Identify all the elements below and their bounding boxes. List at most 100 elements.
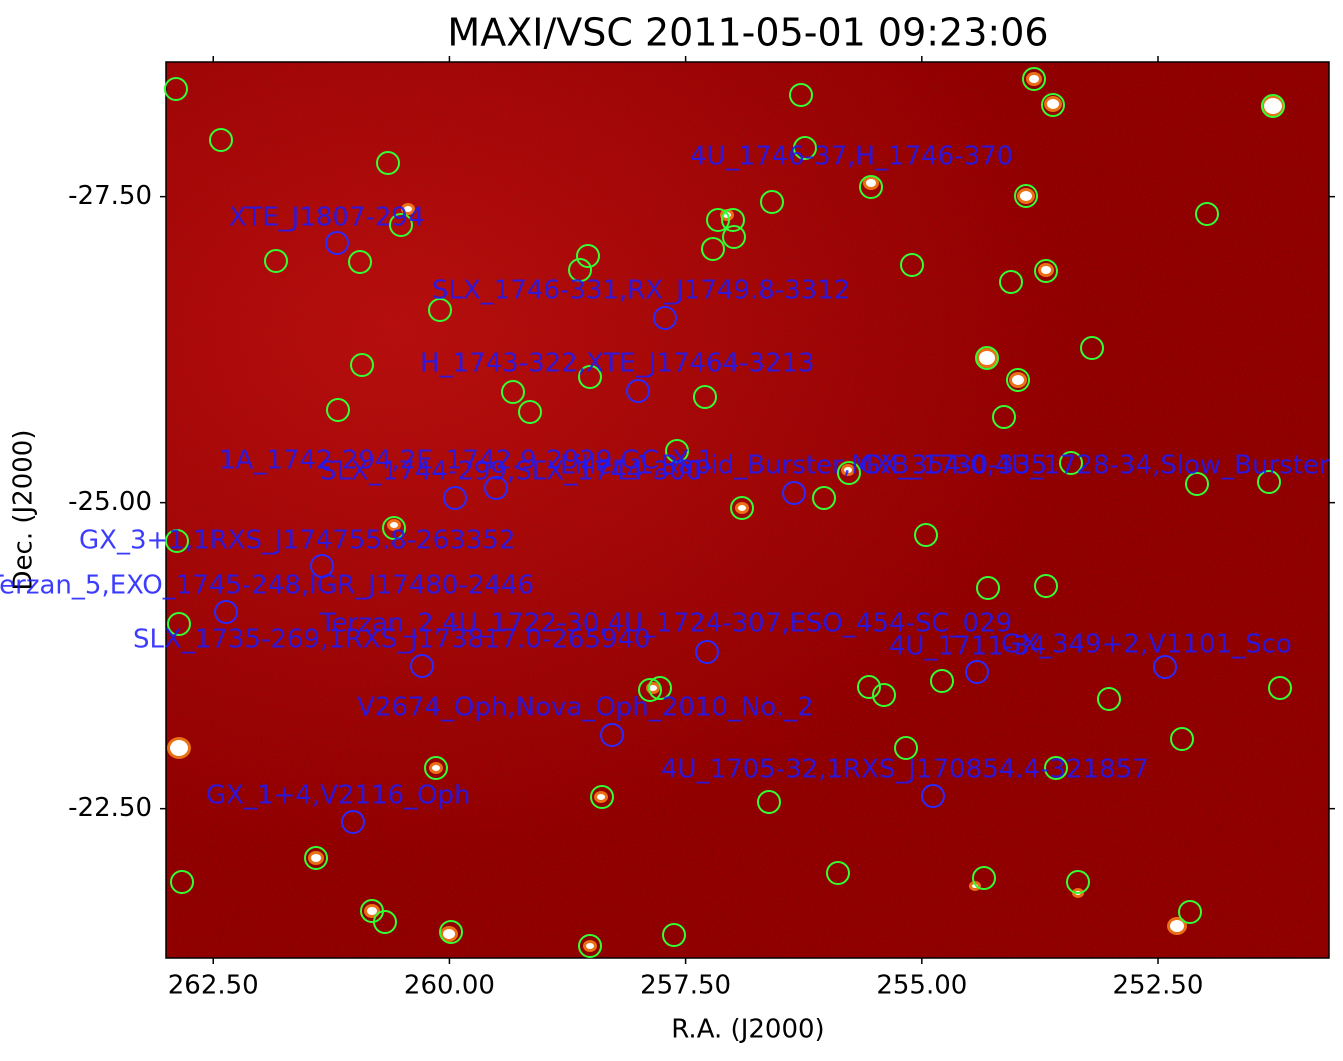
- source-circle: [1153, 655, 1177, 679]
- bright-spot: [170, 740, 188, 756]
- y-tick-label: -27.50: [68, 181, 152, 211]
- catalog-circle: [900, 253, 924, 277]
- catalog-circle: [439, 920, 463, 944]
- source-label: GX_1+4,V2116_Oph: [206, 781, 471, 811]
- bright-spot: [390, 522, 398, 528]
- catalog-circle: [576, 244, 600, 268]
- catalog-circle: [578, 934, 602, 958]
- chart-title: MAXI/VSC 2011-05-01 09:23:06: [447, 11, 1048, 55]
- catalog-circle: [999, 270, 1023, 294]
- bright-spot: [649, 685, 657, 691]
- source-label: SLX_1735-269,1RXS_J173817.0-265940: [133, 625, 651, 655]
- catalog-circle: [1185, 472, 1209, 496]
- catalog-circle: [1014, 184, 1038, 208]
- catalog-circle: [721, 208, 745, 232]
- catalog-circle: [578, 365, 602, 389]
- source-circle: [341, 810, 365, 834]
- x-tick-label: 255.00: [876, 971, 967, 1001]
- catalog-circle: [930, 669, 954, 693]
- catalog-circle: [662, 923, 686, 947]
- catalog-circle: [382, 516, 406, 540]
- catalog-circle: [1178, 900, 1202, 924]
- catalog-circle: [975, 346, 999, 370]
- bright-spot: [432, 765, 440, 771]
- catalog-circle: [1034, 574, 1058, 598]
- catalog-circle: [428, 298, 452, 322]
- catalog-circle: [1170, 727, 1194, 751]
- source-label: XTE_J1807-294: [229, 203, 425, 233]
- x-tick-label: 262.50: [168, 971, 259, 1001]
- catalog-circle: [992, 405, 1016, 429]
- catalog-circle: [304, 846, 328, 870]
- catalog-circle: [373, 910, 397, 934]
- bright-spot: [1170, 920, 1184, 932]
- bright-spot: [311, 854, 321, 862]
- source-circle: [921, 784, 945, 808]
- catalog-circle: [1261, 94, 1285, 118]
- source-label: 4U_1705-32,1RXS_J170854.4-321857: [661, 755, 1149, 785]
- source-label: 1A_1742-294,2E_1742.9-2929,GC_X-1: [219, 446, 714, 476]
- catalog-circle: [730, 496, 754, 520]
- catalog-circle: [1022, 67, 1046, 91]
- bright-spot: [1012, 375, 1024, 385]
- catalog-circle: [976, 576, 1000, 600]
- catalog-circle: [518, 400, 542, 424]
- catalog-circle: [1257, 470, 1281, 494]
- bright-spot: [586, 943, 594, 949]
- catalog-circle: [1041, 93, 1065, 117]
- catalog-circle: [812, 486, 836, 510]
- x-tick-label: 260.00: [404, 971, 495, 1001]
- catalog-circle: [1006, 368, 1030, 392]
- catalog-circle: [837, 461, 861, 485]
- catalog-circle: [348, 250, 372, 274]
- source-label: GX_3+1,1RXS_J174755.8-263352: [79, 526, 515, 556]
- catalog-circle: [665, 439, 689, 463]
- bright-spot: [597, 794, 605, 800]
- catalog-circle: [722, 225, 746, 249]
- catalog-circle: [757, 790, 781, 814]
- source-label: Liller_1,Rapid_Burster,MXB_1730-335: [560, 451, 1047, 481]
- catalog-circle: [638, 678, 662, 702]
- source-circle: [626, 379, 650, 403]
- catalog-circle: [376, 151, 400, 175]
- source-label: Terzan_5,EXO_1745-248,IGR_J17480-2446: [0, 571, 534, 601]
- catalog-circle: [501, 380, 525, 404]
- catalog-circle: [167, 612, 191, 636]
- catalog-circle: [914, 523, 938, 547]
- catalog-circle: [693, 385, 717, 409]
- source-circle: [653, 306, 677, 330]
- y-tick-label: -22.50: [68, 793, 152, 823]
- source-circle: [214, 600, 238, 624]
- catalog-circle: [1066, 870, 1090, 894]
- catalog-circle: [164, 77, 188, 101]
- source-circle: [325, 231, 349, 255]
- catalog-circle: [1268, 676, 1292, 700]
- bright-spot: [866, 179, 876, 187]
- bright-spot: [1047, 99, 1059, 109]
- bright-spot: [443, 929, 455, 939]
- bright-spot: [1041, 266, 1051, 274]
- source-circle: [310, 554, 334, 578]
- source-label: V2674_Oph,Nova_Oph_2010_No._2: [357, 693, 814, 723]
- catalog-circle: [1097, 687, 1121, 711]
- source-label: SLX_1746-331,RX_J1749.8-3312: [432, 276, 850, 306]
- source-label: SLX_1744-299,SLX_1744-300: [320, 457, 702, 487]
- x-tick-label: 257.50: [640, 971, 731, 1001]
- catalog-circle: [1059, 451, 1083, 475]
- source-circle: [484, 476, 508, 500]
- catalog-circle: [1034, 259, 1058, 283]
- source-circle: [782, 481, 806, 505]
- plot-frame: [165, 61, 1330, 959]
- source-circle: [695, 640, 719, 664]
- catalog-circle: [170, 870, 194, 894]
- catalog-circle: [424, 756, 448, 780]
- y-tick-label: -25.00: [68, 487, 152, 517]
- bright-spot: [738, 505, 746, 511]
- bright-spot: [1264, 98, 1282, 114]
- y-axis-label: Dec. (J2000): [9, 430, 39, 591]
- catalog-circle: [857, 675, 881, 699]
- bright-spot: [1020, 191, 1032, 201]
- bright-spot: [979, 351, 995, 365]
- catalog-circle: [1044, 756, 1068, 780]
